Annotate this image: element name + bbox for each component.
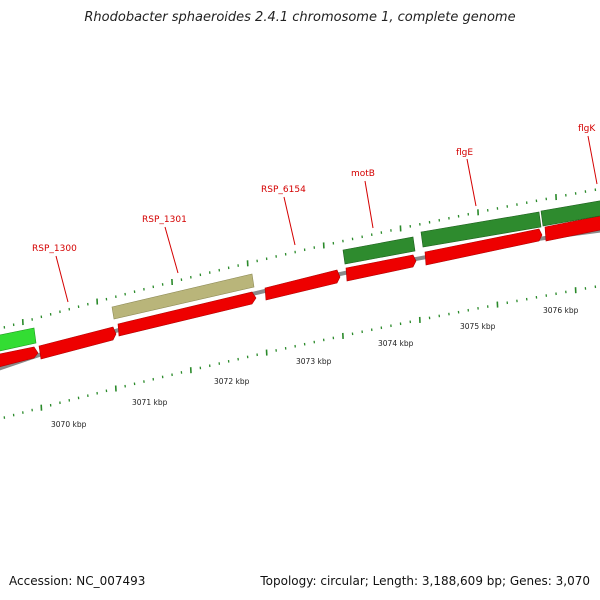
kbp-label-3075: 3075 kbp bbox=[460, 322, 496, 331]
outer-tick-ruler bbox=[3, 188, 597, 329]
gene-block-olive bbox=[111, 273, 255, 320]
gene-track bbox=[0, 200, 600, 352]
cds-arrow bbox=[264, 269, 341, 301]
leader-line bbox=[283, 196, 296, 246]
gene-labels: RSP_1300 RSP_1301 RSP_6154 motB flgE flg… bbox=[32, 124, 596, 254]
gene-block-green bbox=[420, 211, 542, 248]
topology-summary: Topology: circular; Length: 3,188,609 bp… bbox=[260, 574, 590, 588]
kbp-label-3070: 3070 kbp bbox=[51, 420, 87, 429]
map-title: Rhodobacter sphaeroides 2.4.1 chromosome… bbox=[84, 10, 516, 25]
kbp-label-3076: 3076 kbp bbox=[543, 306, 579, 315]
kbp-labels: 3070 kbp 3071 kbp 3072 kbp 3073 kbp 3074… bbox=[51, 306, 579, 429]
kbp-label-3071: 3071 kbp bbox=[132, 398, 168, 407]
gene-label-leaders bbox=[55, 135, 598, 303]
cds-arrow bbox=[38, 326, 117, 360]
kbp-label-3073: 3073 kbp bbox=[296, 357, 332, 366]
cds-arrow bbox=[544, 215, 600, 242]
gene-block-green bbox=[540, 200, 600, 227]
cds-arrow bbox=[0, 346, 39, 368]
gene-label-flge: flgE bbox=[456, 148, 473, 158]
leader-line bbox=[587, 135, 598, 185]
leader-line bbox=[466, 158, 477, 207]
leader-line bbox=[164, 226, 179, 274]
genome-backbone bbox=[0, 228, 600, 371]
cds-arrow bbox=[345, 254, 417, 282]
gene-block-lightgreen bbox=[0, 327, 37, 352]
cds-arrow bbox=[424, 228, 543, 266]
cds-arrow bbox=[117, 291, 257, 337]
leader-line bbox=[55, 255, 69, 303]
gene-label-rsp1300: RSP_1300 bbox=[32, 244, 77, 254]
gene-label-flgk: flgK bbox=[578, 124, 596, 134]
inner-tick-ruler bbox=[3, 285, 597, 419]
gene-label-rsp6154: RSP_6154 bbox=[261, 185, 306, 195]
leader-line bbox=[364, 180, 374, 229]
gene-label-motb: motB bbox=[351, 169, 375, 179]
gene-block-green bbox=[342, 236, 416, 265]
kbp-label-3072: 3072 kbp bbox=[214, 377, 250, 386]
kbp-label-3074: 3074 kbp bbox=[378, 339, 414, 348]
gene-label-rsp1301: RSP_1301 bbox=[142, 215, 187, 225]
cds-track bbox=[0, 215, 600, 368]
accession-text: Accession: NC_007493 bbox=[9, 574, 146, 588]
